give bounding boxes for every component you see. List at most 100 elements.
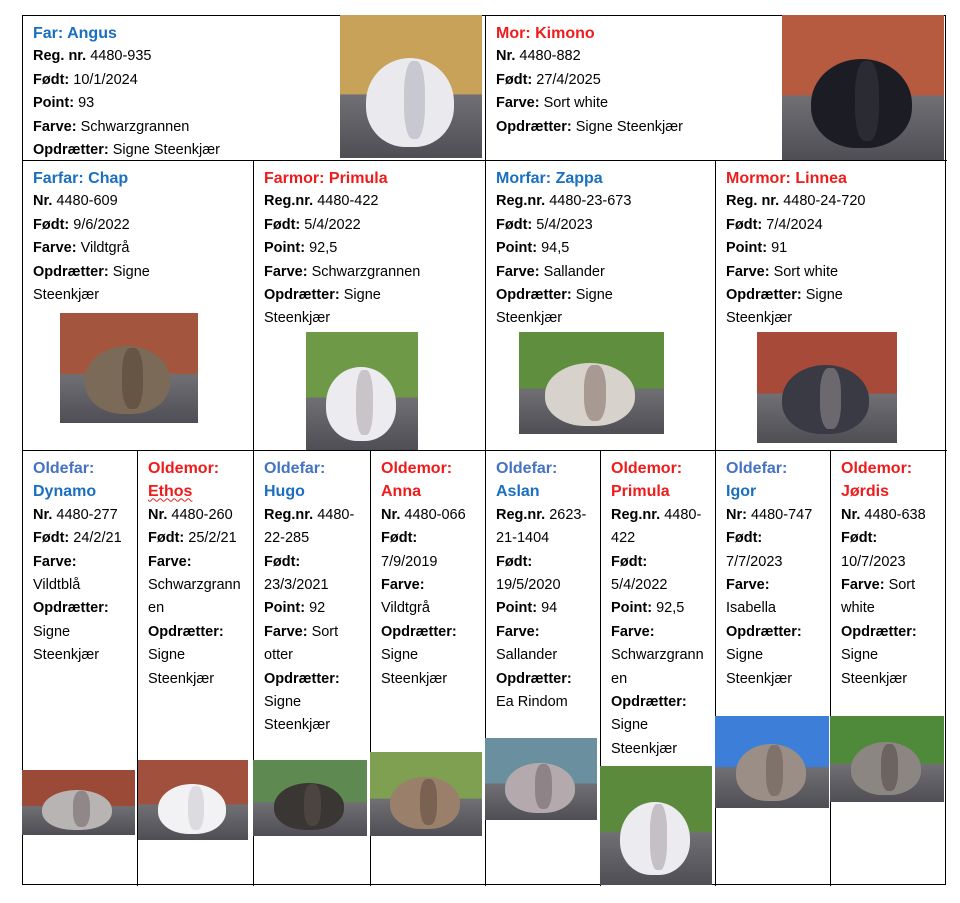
pedigree-cell-oldemor2: Oldemor: Anna Nr. 4480-066 Født: 7/9/2019 Fa… [371,451,486,886]
field-label: Født: [381,530,418,547]
field-value: 5/4/2023 [536,216,593,233]
field-regnr: Reg.nr. 4480-22-285 [264,504,356,551]
field-value: 4480-747 [750,506,813,523]
rabbit-ear [766,745,784,797]
field-nr: Nr. 4480-260 [148,504,243,527]
animal-title: Farmor: Primula [264,167,449,190]
field-opdrætter: Opdrætter: Signe Steenkjær [33,597,125,667]
field-nr: Nr: 4480-747 [726,504,818,527]
field-opdrætter: Opdrætter: Ea Rindom [496,668,591,715]
field-label: Point: [496,600,538,617]
field-født: Født: 25/2/21 [148,527,243,550]
field-point: Point: 93 [33,92,353,115]
field-født: Født: 7/9/2019 [381,527,476,574]
animal-name: Ethos [148,483,193,501]
pedigree-cell-oldefar4: Oldefar: Igor Nr: 4480-747 Født: 7/7/2023 Fa… [716,451,831,886]
field-nr: Nr. 4480-277 [33,504,125,527]
field-value: Sallander [543,263,605,280]
field-label: Nr: [726,506,747,523]
field-label: Point: [264,600,306,617]
field-opdrætter: Opdrætter: Signe Steenkjær [381,621,476,691]
field-nr: Nr. 4480-638 [841,504,936,527]
pedigree-cell-far: Far: Angus Reg. nr. 4480-935 Født: 10/1/20… [23,16,486,161]
field-value: Signe Steenkjær [575,118,683,135]
field-label: Point: [726,240,768,257]
cell-text: Oldemor: Jørdis Nr. 4480-638 Født: 10/7/202… [841,457,936,691]
role-label: Farfar: [33,170,84,187]
animal-name: Jørdis [841,483,890,501]
field-label: Opdrætter: [381,623,457,640]
field-value: Vildtgrå [381,600,430,617]
pedigree-cell-oldefar1: Oldefar: Dynamo Nr. 4480-277 Født: 24/2/21 F… [23,451,138,886]
field-label: Reg.nr. [611,506,661,523]
field-value: 4480-638 [864,506,926,523]
field-label: Nr. [381,506,401,523]
animal-title: Oldemor: Primula [611,457,706,504]
field-label: Farve: [726,577,770,594]
field-opdrætter: Opdrætter: Signe Steenkjær [726,621,818,691]
field-value: Signe Steenkjær [33,623,100,664]
field-label: Født: [496,71,533,88]
field-value: Signe Steenkjær [726,647,793,687]
animal-name: Chap [88,170,129,187]
field-label: Farve: [33,240,77,257]
field-value: 94,5 [541,240,570,257]
field-label: Farve: [841,577,885,594]
field-label: Farve: [611,623,655,640]
animal-title: Oldefar: Igor [726,457,818,504]
animal-title: Oldemor: Ethos [148,457,243,504]
rabbit-ear [187,785,204,830]
animal-title: Mormor: Linnea [726,167,911,190]
role-label: Oldefar: [33,460,95,477]
rabbit-photo-oldemor1 [138,760,248,840]
pedigree-cell-oldefar3: Oldefar: Aslan Reg.nr. 2623-21-1404 Født: 1… [486,451,601,886]
cell-text: Oldefar: Dynamo Nr. 4480-277 Født: 24/2/21 F… [33,457,125,668]
role-label: Oldefar: [264,460,326,477]
animal-title: Oldemor: Anna [381,457,476,504]
rabbit-photo-oldemor2 [370,752,482,836]
field-opdrætter: Opdrætter: Signe Steenkjær [33,261,213,308]
field-label: Farve: [726,263,770,280]
field-opdrætter: Opdrætter: Signe Steenkjær [148,621,243,691]
role-label: Oldemor: [148,460,220,477]
field-født: Født: 7/4/2024 [726,214,911,237]
field-value: 24/2/21 [73,530,122,547]
field-label: Opdrætter: [496,287,572,304]
pedigree-cell-farmor: Farmor: Primula Reg.nr. 4480-422 Født: 5/4… [254,161,486,451]
field-farve: Farve: Isabella [726,574,818,621]
field-label: Nr. [841,506,861,523]
field-label: Reg.nr. [264,506,314,523]
cell-text: Farmor: Primula Reg.nr. 4480-422 Født: 5/4… [264,167,449,331]
field-point: Point: 92 [264,597,356,620]
animal-title: Oldefar: Hugo [264,457,356,504]
field-label: Født: [33,71,70,88]
field-regnr: Reg.nr. 4480-422 [611,504,706,551]
field-label: Nr. [33,193,53,210]
animal-name: Anna [381,483,421,501]
rabbit-ear [72,790,90,827]
animal-title: Morfar: Zappa [496,167,681,190]
animal-name: Linnea [795,170,847,187]
field-value: Sort otter [264,623,339,664]
field-opdrætter: Opdrætter: Signe Steenkjær [264,668,356,738]
field-value: 7/4/2024 [766,216,823,233]
field-value: Signe Steenkjær [148,647,215,687]
field-label: Reg. nr. [33,48,87,65]
field-farve: Farve: Schwarzgrannen [264,261,449,284]
field-nr: Nr. 4480-066 [381,504,476,527]
field-value: 9/6/2022 [73,216,130,233]
rabbit-ear [881,743,899,791]
animal-name: Angus [67,25,117,42]
field-label: Født: [611,553,648,570]
field-label: Født: [841,530,878,547]
field-label: Opdrætter: [496,118,572,135]
field-label: Født: [496,216,533,233]
field-label: Reg.nr. [496,193,546,210]
field-nr: Nr. 4480-609 [33,190,213,213]
field-label: Farve: [33,118,77,135]
field-value: 5/4/2022 [611,577,668,594]
field-label: Nr. [148,506,168,523]
field-label: Point: [264,240,306,257]
rabbit-photo-oldefar1 [22,770,135,835]
cell-text: Oldefar: Aslan Reg.nr. 2623-21-1404 Født: 1… [496,457,591,714]
